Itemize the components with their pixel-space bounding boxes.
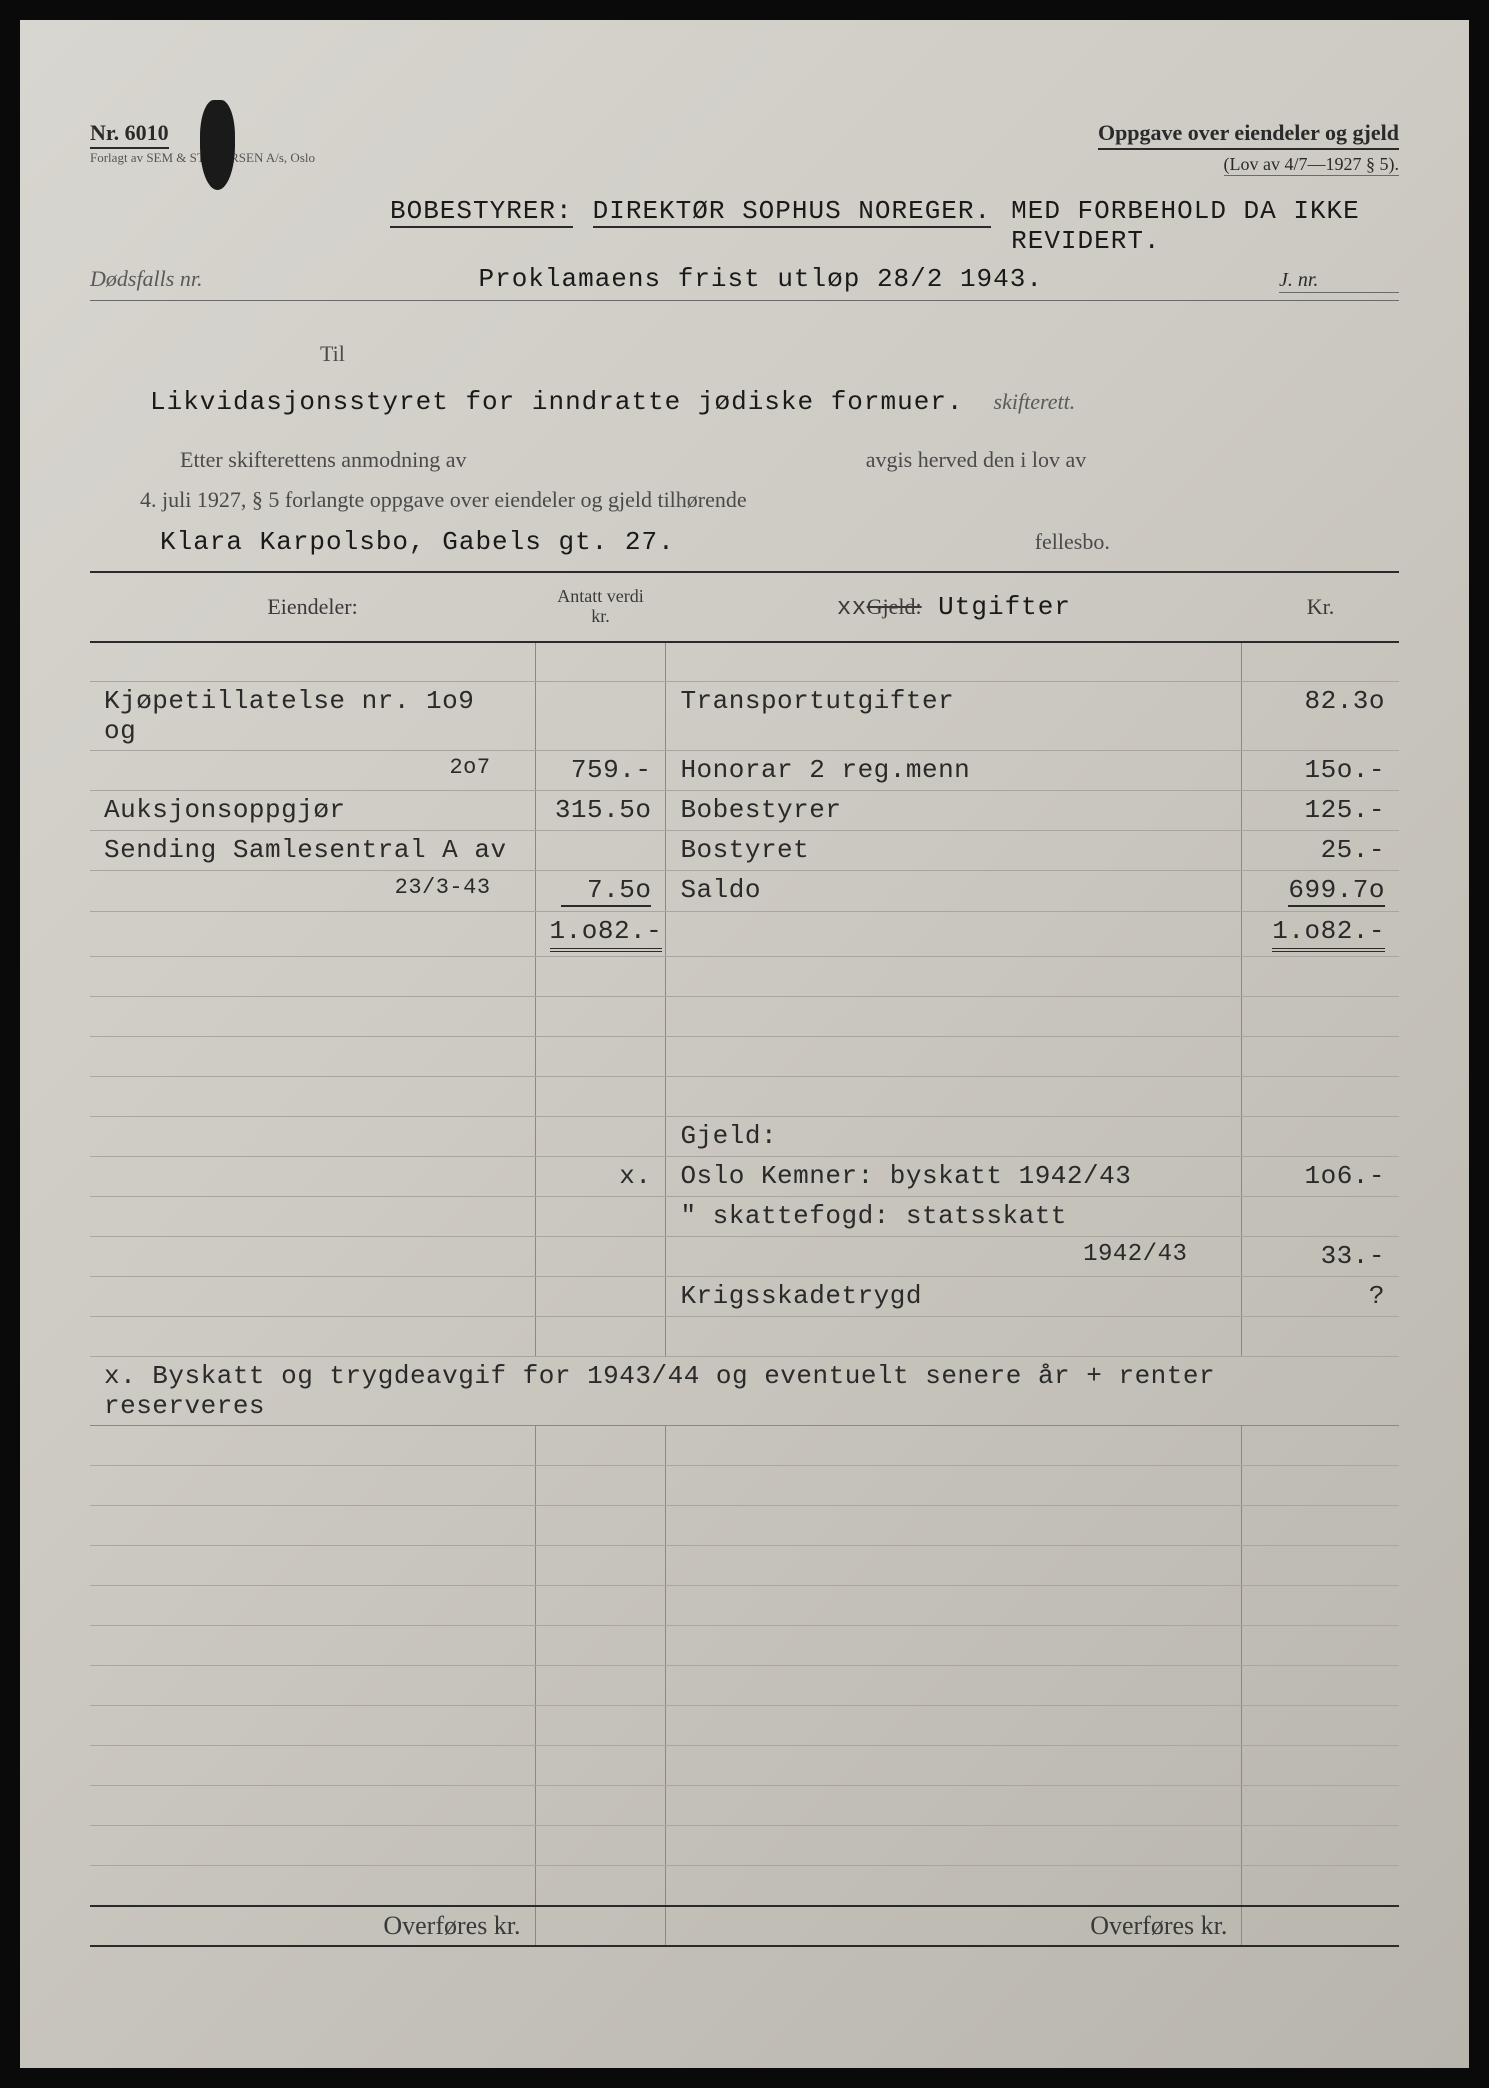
dodsfall-label: Dødsfalls nr. <box>90 266 202 292</box>
binder-clip <box>200 100 235 190</box>
fellesbo-label: fellesbo. <box>1035 529 1110 555</box>
subject-name: Klara Karpolsbo, Gabels gt. 27. <box>160 527 675 557</box>
asset-value: 7.5o <box>561 875 651 907</box>
jnr-label: J. nr. <box>1279 269 1399 293</box>
debt-value: 1o6.- <box>1242 1157 1399 1197</box>
asset-value: 759.- <box>535 751 666 791</box>
nr-value: 6010 <box>125 120 169 145</box>
table-row <box>90 997 1399 1037</box>
overfores-left: Overføres kr. <box>90 1906 535 1946</box>
etter-label: Etter skifterettens anmodning av <box>180 447 467 472</box>
table-header-row: Eiendeler: Antatt verdi kr. xxGjeld: Utg… <box>90 572 1399 642</box>
subject-row: Klara Karpolsbo, Gabels gt. 27. fellesbo… <box>160 527 1399 557</box>
debt-value: ? <box>1242 1277 1399 1317</box>
expense-value: 15o.- <box>1242 751 1399 791</box>
table-row-total: 1.o82.- 1.o82.- <box>90 912 1399 957</box>
expense-value: 82.3o <box>1242 682 1399 751</box>
dodsfall-row: Dødsfalls nr. Proklamaens frist utløp 28… <box>90 264 1399 301</box>
bobestyrer-name: DIREKTØR SOPHUS NOREGER. <box>593 196 991 228</box>
ledger-table: Eiendeler: Antatt verdi kr. xxGjeld: Utg… <box>90 571 1399 1947</box>
proklama-text: Proklamaens frist utløp 28/2 1943. <box>478 264 1043 294</box>
table-row: Krigsskadetrygd ? <box>90 1277 1399 1317</box>
debt-label: Krigsskadetrygd <box>666 1277 1242 1317</box>
expense-value: 699.7o <box>1288 875 1385 907</box>
gjeld-heading: Gjeld: <box>666 1117 1242 1157</box>
debt-label: " skattefogd: statsskatt <box>666 1197 1242 1237</box>
til-label: Til <box>320 341 1399 367</box>
asset-label: Kjøpetillatelse nr. 1o9 og <box>90 682 535 751</box>
table-row <box>90 1317 1399 1357</box>
bobestyrer-label: BOBESTYRER: <box>390 196 573 228</box>
expense-label: Honorar 2 reg.menn <box>666 751 1242 791</box>
footnote-text: x. Byskatt og trygdeavgif for 1943/44 og… <box>90 1357 1399 1426</box>
table-row <box>90 1826 1399 1866</box>
expense-label: Bobestyrer <box>666 791 1242 831</box>
expenses-total: 1.o82.- <box>1272 916 1385 952</box>
x-marker: x. <box>535 1157 666 1197</box>
table-row <box>90 1037 1399 1077</box>
table-row: 2o7 759.- Honorar 2 reg.menn 15o.- <box>90 751 1399 791</box>
form-title: Oppgave over eiendeler og gjeld <box>1098 120 1399 150</box>
expense-label: Bostyret <box>666 831 1242 871</box>
header-right: Oppgave over eiendeler og gjeld (Lov av … <box>1098 120 1399 176</box>
table-row: 1942/43 33.- <box>90 1237 1399 1277</box>
col-header-gjeld: xxGjeld: Utgifter <box>666 572 1242 642</box>
table-row <box>90 1666 1399 1706</box>
table-row: Kjøpetillatelse nr. 1o9 og Transportutgi… <box>90 682 1399 751</box>
recipient-row: Likvidasjonsstyret for inndratte jødiske… <box>150 387 1399 417</box>
footnote-row: x. Byskatt og trygdeavgif for 1943/44 og… <box>90 1357 1399 1426</box>
col-header-kr: Kr. <box>1242 572 1399 642</box>
debt-value: 33.- <box>1242 1237 1399 1277</box>
col-header-verdi: Antatt verdi kr. <box>535 572 666 642</box>
table-row: x. Oslo Kemner: byskatt 1942/43 1o6.- <box>90 1157 1399 1197</box>
header-top-row: Nr. 6010 Forlagt av SEM & STENERSEN A/s,… <box>90 120 1399 176</box>
debt-label: Oslo Kemner: byskatt 1942/43 <box>666 1157 1242 1197</box>
overfores-right: Overføres kr. <box>666 1906 1242 1946</box>
table-row <box>90 1466 1399 1506</box>
debt-sub: 1942/43 <box>680 1241 1227 1268</box>
asset-sub: 2o7 <box>104 755 521 780</box>
table-row <box>90 1426 1399 1466</box>
nr-label: Nr. <box>90 120 119 145</box>
asset-value: 315.5o <box>535 791 666 831</box>
table-row <box>90 957 1399 997</box>
table-row <box>90 1546 1399 1586</box>
recipient-typed: Likvidasjonsstyret for inndratte jødiske… <box>150 387 964 417</box>
law-reference: (Lov av 4/7—1927 § 5). <box>1224 154 1399 176</box>
etter-row: Etter skifterettens anmodning av avgis h… <box>180 447 1399 473</box>
bobestyrer-row: BOBESTYRER: DIREKTØR SOPHUS NOREGER. MED… <box>90 196 1399 256</box>
table-row <box>90 1746 1399 1786</box>
table-row <box>90 1077 1399 1117</box>
table-row: Auksjonsoppgjør 315.5o Bobestyrer 125.- <box>90 791 1399 831</box>
table-row: Sending Samlesentral A av Bostyret 25.- <box>90 831 1399 871</box>
document-page: Nr. 6010 Forlagt av SEM & STENERSEN A/s,… <box>20 20 1469 2068</box>
expense-label: Transportutgifter <box>666 682 1242 751</box>
overfores-row: Overføres kr. Overføres kr. <box>90 1906 1399 1946</box>
table-row: 23/3-43 7.5o Saldo 699.7o <box>90 871 1399 912</box>
reservation-text: MED FORBEHOLD DA IKKE REVIDERT. <box>1011 196 1399 256</box>
expense-value: 25.- <box>1242 831 1399 871</box>
table-row <box>90 1506 1399 1546</box>
skifterett-label: skifterett. <box>994 389 1076 415</box>
asset-sub: 23/3-43 <box>104 875 521 900</box>
col-header-eiendeler: Eiendeler: <box>90 572 535 642</box>
table-row <box>90 1786 1399 1826</box>
asset-label: Auksjonsoppgjør <box>90 791 535 831</box>
law-text-line: 4. juli 1927, § 5 forlangte oppgave over… <box>140 487 1399 513</box>
table-row <box>90 1706 1399 1746</box>
table-row: " skattefogd: statsskatt <box>90 1197 1399 1237</box>
table-row <box>90 1586 1399 1626</box>
avgis-label: avgis herved den i lov av <box>866 447 1087 472</box>
table-row: Gjeld: <box>90 1117 1399 1157</box>
expense-label: Saldo <box>666 871 1242 912</box>
table-row <box>90 642 1399 682</box>
expense-value: 125.- <box>1242 791 1399 831</box>
asset-label: Sending Samlesentral A av <box>90 831 535 871</box>
table-row <box>90 1866 1399 1906</box>
assets-total: 1.o82.- <box>550 916 663 952</box>
table-row <box>90 1626 1399 1666</box>
